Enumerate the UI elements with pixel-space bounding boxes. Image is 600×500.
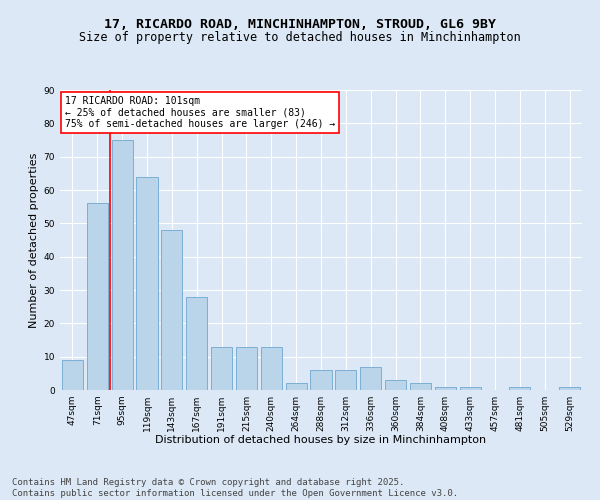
Bar <box>87 204 108 390</box>
Bar <box>509 386 530 390</box>
Text: 17, RICARDO ROAD, MINCHINHAMPTON, STROUD, GL6 9BY: 17, RICARDO ROAD, MINCHINHAMPTON, STROUD… <box>104 18 496 30</box>
Bar <box>161 230 182 390</box>
Bar <box>236 346 257 390</box>
Bar <box>385 380 406 390</box>
Bar <box>559 386 580 390</box>
Bar <box>186 296 207 390</box>
Bar <box>286 384 307 390</box>
Bar <box>460 386 481 390</box>
Bar <box>435 386 456 390</box>
Bar <box>112 140 133 390</box>
Bar <box>360 366 381 390</box>
Text: Size of property relative to detached houses in Minchinhampton: Size of property relative to detached ho… <box>79 31 521 44</box>
Bar <box>310 370 332 390</box>
Text: Contains HM Land Registry data © Crown copyright and database right 2025.
Contai: Contains HM Land Registry data © Crown c… <box>12 478 458 498</box>
X-axis label: Distribution of detached houses by size in Minchinhampton: Distribution of detached houses by size … <box>155 436 487 446</box>
Bar <box>211 346 232 390</box>
Bar <box>410 384 431 390</box>
Text: 17 RICARDO ROAD: 101sqm
← 25% of detached houses are smaller (83)
75% of semi-de: 17 RICARDO ROAD: 101sqm ← 25% of detache… <box>65 96 335 129</box>
Bar <box>335 370 356 390</box>
Y-axis label: Number of detached properties: Number of detached properties <box>29 152 40 328</box>
Bar <box>136 176 158 390</box>
Bar <box>62 360 83 390</box>
Bar <box>261 346 282 390</box>
